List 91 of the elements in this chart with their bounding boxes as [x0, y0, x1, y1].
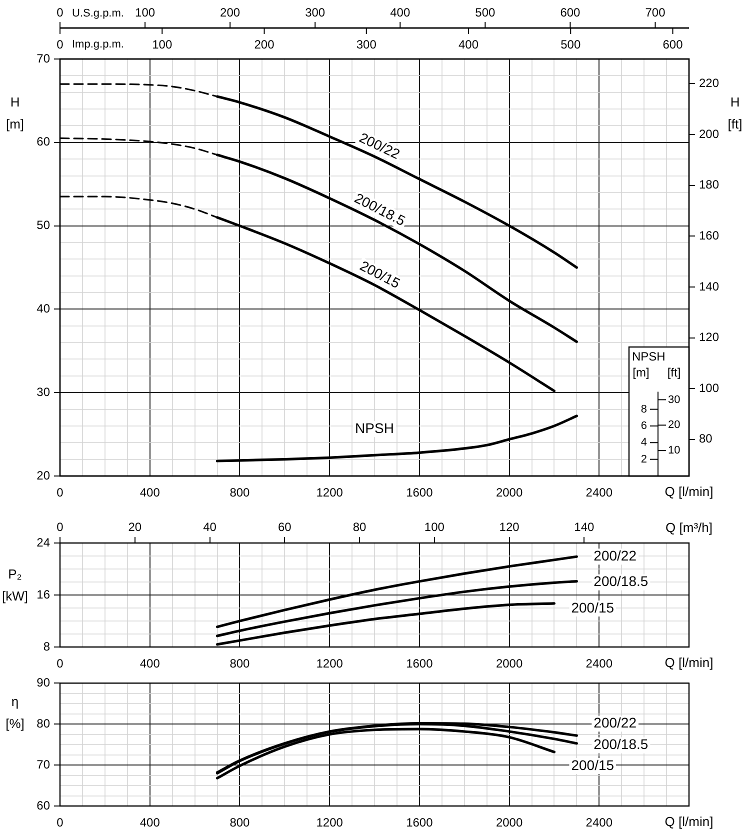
series-label: 200/18.5: [594, 736, 648, 752]
x-tick-label: 400: [140, 816, 160, 830]
series-label: 200/15: [571, 756, 614, 773]
y2-axis-title: [ft]: [667, 365, 681, 380]
y-axis-title: P₂ [kW]: [2, 566, 28, 604]
series-label: 200/15: [571, 599, 614, 616]
y-tick-label: 8: [640, 403, 647, 416]
x2-tick-label: 400: [390, 5, 410, 20]
x2-tick-label: 100: [424, 520, 445, 534]
x2-tick-label: 100: [135, 5, 156, 20]
x2-tick-label: 0: [56, 37, 64, 52]
x2-tick-label: 140: [574, 520, 594, 534]
y-tick-label: 60: [36, 134, 50, 149]
y2-tick-label: 220: [699, 76, 720, 90]
x-tick-label: 1600: [406, 816, 434, 830]
y2-tick-label: 120: [699, 330, 720, 344]
y-tick-label: 80: [36, 716, 50, 730]
y2-tick-label: 100: [699, 380, 720, 395]
x-tick-label: 0: [56, 486, 64, 500]
x2-tick-label: 80: [352, 520, 367, 534]
x2-axis-title: Q [m³/h]: [666, 520, 712, 536]
x2-axis-title: U.S.g.p.m.: [72, 8, 124, 20]
y2-tick-label: 20: [668, 419, 680, 432]
y-tick-label: 50: [36, 218, 50, 232]
x-tick-label: 2000: [496, 656, 523, 671]
series-label: NPSH: [355, 420, 394, 436]
series-label: 200/22: [594, 714, 637, 730]
x-tick-label: 400: [140, 486, 160, 500]
x-tick-label: 0: [56, 816, 64, 830]
x-tick-label: 800: [230, 816, 250, 830]
y-tick-label: 40: [36, 302, 50, 316]
series-label: 200/18.5: [594, 573, 648, 590]
y-tick-label: 70: [36, 757, 50, 772]
x2-tick-label: 40: [203, 520, 217, 534]
x-tick-label: 0: [56, 656, 64, 671]
y-tick-label: 90: [36, 676, 50, 690]
y-axis-title: NPSH [m]: [632, 349, 666, 380]
x2-tick-label: 300: [305, 5, 326, 20]
y-tick-label: 2: [640, 453, 647, 466]
y-tick-label: 30: [36, 384, 50, 399]
x-tick-label: 1200: [316, 486, 344, 500]
x2-tick-label: 500: [475, 5, 496, 20]
y-axis-title: η [%]: [6, 694, 24, 731]
x2-tick-label: 0: [56, 520, 64, 534]
x2-tick-label: 600: [662, 37, 684, 52]
x2-tick-label: 500: [560, 37, 581, 52]
x2-tick-label: 200: [254, 37, 275, 52]
x-tick-label: 800: [230, 486, 250, 500]
y-tick-label: 6: [640, 420, 647, 432]
x-tick-label: 1200: [316, 816, 344, 830]
x-axis-title: Q [l/min]: [664, 655, 714, 670]
x-tick-label: 800: [230, 656, 250, 671]
x-axis-title: Q [l/min]: [664, 484, 714, 500]
x2-tick-label: 700: [645, 5, 666, 20]
x2-tick-label: 300: [356, 37, 377, 52]
y2-tick-label: 80: [699, 432, 713, 446]
x-tick-label: 2000: [496, 816, 523, 830]
y2-tick-label: 180: [699, 178, 720, 192]
x-axis-title: Q [l/min]: [664, 814, 714, 830]
x2-tick-label: 600: [560, 5, 581, 20]
y2-tick-label: 200: [699, 126, 720, 141]
y2-axis-title: H [ft]: [728, 94, 742, 132]
x2-tick-label: 200: [220, 5, 240, 20]
y-tick-label: 70: [36, 51, 50, 66]
x2-tick-label: 400: [458, 37, 479, 52]
x-tick-label: 1200: [316, 656, 344, 671]
x-tick-label: 1600: [406, 656, 434, 671]
x-tick-label: 2400: [586, 656, 613, 671]
x-tick-label: 1600: [406, 486, 434, 500]
y-tick-label: 4: [640, 436, 647, 449]
y-tick-label: 8: [43, 639, 50, 654]
x2-axis-title: Imp.g.p.m.: [72, 38, 124, 51]
y-tick-label: 60: [36, 798, 50, 812]
x2-tick-label: 120: [499, 520, 520, 534]
x-tick-label: 400: [140, 656, 160, 671]
x2-tick-label: 60: [278, 520, 292, 534]
y-tick-label: 20: [36, 468, 50, 482]
x-tick-label: 2400: [586, 486, 613, 500]
x-tick-label: 2400: [586, 816, 613, 830]
y2-tick-label: 140: [699, 279, 720, 294]
y-axis-title: H [m]: [6, 94, 24, 132]
x2-tick-label: 20: [128, 520, 142, 534]
x2-tick-label: 100: [152, 37, 172, 52]
y-tick-label: 24: [36, 535, 50, 550]
series-label: 200/22: [594, 548, 637, 564]
y2-tick-label: 30: [668, 394, 680, 406]
y-tick-label: 16: [36, 587, 50, 602]
y2-tick-label: 10: [668, 444, 680, 457]
x-tick-label: 2000: [496, 486, 523, 500]
y2-tick-label: 160: [699, 228, 720, 242]
x2-tick-label: 0: [56, 5, 64, 20]
